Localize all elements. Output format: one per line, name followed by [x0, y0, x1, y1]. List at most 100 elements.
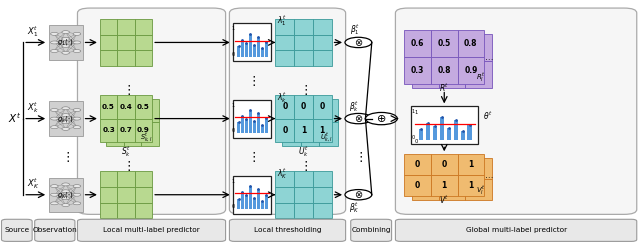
Bar [141, 122, 159, 145]
Bar [237, 199, 240, 209]
Text: $\ldots$: $\ldots$ [484, 53, 494, 62]
Circle shape [51, 126, 58, 129]
Bar [49, 25, 83, 60]
Circle shape [62, 183, 70, 186]
Circle shape [51, 202, 58, 205]
Bar [117, 35, 134, 50]
Text: $\otimes$: $\otimes$ [354, 113, 363, 124]
Bar [232, 176, 271, 214]
Bar [117, 19, 134, 35]
Circle shape [51, 117, 58, 120]
Bar [134, 35, 152, 50]
Bar [265, 42, 268, 57]
Circle shape [51, 41, 58, 44]
Circle shape [73, 117, 81, 120]
Bar [458, 57, 484, 84]
Text: 1: 1 [442, 181, 447, 190]
Circle shape [51, 108, 58, 111]
Bar [261, 124, 264, 133]
Bar [438, 158, 465, 179]
Text: $g_k(\cdot)$: $g_k(\cdot)$ [58, 114, 74, 124]
Text: $\vdots$: $\vdots$ [247, 150, 256, 164]
Bar [458, 175, 484, 196]
Bar [117, 50, 134, 66]
Text: Combining: Combining [351, 227, 391, 233]
Text: 0: 0 [232, 128, 235, 133]
Bar [253, 122, 256, 133]
Bar [313, 35, 332, 50]
Bar [458, 30, 484, 57]
FancyBboxPatch shape [351, 219, 392, 241]
Bar [294, 95, 313, 119]
Circle shape [73, 193, 81, 196]
Bar [275, 19, 294, 35]
Circle shape [62, 44, 70, 47]
Text: $X_k^t$: $X_k^t$ [27, 100, 38, 115]
Bar [275, 95, 294, 119]
Text: $U_{k,l}^t$: $U_{k,l}^t$ [320, 130, 333, 143]
Bar [117, 187, 134, 203]
Bar [465, 158, 492, 179]
Bar [313, 119, 332, 142]
Circle shape [62, 190, 70, 193]
Bar [106, 99, 124, 122]
Text: 0: 0 [232, 204, 235, 209]
Bar [261, 48, 264, 57]
Text: 1: 1 [232, 103, 235, 108]
Circle shape [51, 185, 58, 188]
Bar [261, 201, 264, 209]
Circle shape [365, 112, 397, 125]
Bar [106, 122, 124, 145]
Bar [237, 123, 240, 133]
Text: $\lambda_1^t$: $\lambda_1^t$ [278, 14, 287, 28]
Bar [465, 61, 492, 88]
Text: $\beta_K^t$: $\beta_K^t$ [349, 200, 360, 215]
Bar [282, 122, 301, 145]
Bar [100, 187, 117, 203]
Bar [313, 19, 332, 35]
Bar [257, 113, 260, 133]
Bar [241, 40, 244, 57]
Text: 1: 1 [232, 26, 235, 31]
Bar [245, 195, 248, 209]
Circle shape [73, 202, 81, 205]
Bar [412, 34, 438, 61]
Text: 0: 0 [301, 103, 306, 111]
Bar [313, 203, 332, 218]
Bar [117, 95, 134, 119]
Bar [411, 106, 478, 144]
Text: 0.4: 0.4 [120, 104, 132, 110]
Circle shape [73, 126, 81, 129]
Text: 0.9: 0.9 [137, 127, 150, 133]
Text: 0: 0 [415, 160, 420, 169]
Bar [294, 203, 313, 218]
Bar [282, 99, 301, 122]
Text: 0.5: 0.5 [137, 104, 150, 110]
Text: 0: 0 [282, 103, 287, 111]
Text: 0: 0 [232, 52, 235, 57]
Bar [465, 179, 492, 200]
Bar [265, 118, 268, 133]
Bar [275, 187, 294, 203]
Bar [49, 178, 83, 212]
Text: $\lambda_K^t$: $\lambda_K^t$ [277, 166, 288, 181]
Bar [313, 171, 332, 187]
Bar [245, 119, 248, 133]
Bar [249, 34, 252, 57]
Bar [275, 35, 294, 50]
Text: Observation: Observation [33, 227, 77, 233]
Text: $\lambda_k^t$: $\lambda_k^t$ [277, 90, 287, 104]
Text: $\vdots$: $\vdots$ [299, 160, 308, 173]
Circle shape [73, 50, 81, 53]
Bar [49, 102, 83, 136]
FancyBboxPatch shape [77, 219, 225, 241]
Bar [100, 171, 117, 187]
Bar [100, 50, 117, 66]
Text: 1: 1 [232, 179, 235, 184]
Circle shape [51, 193, 58, 196]
FancyBboxPatch shape [1, 219, 32, 241]
Bar [141, 99, 159, 122]
Bar [237, 46, 240, 57]
Bar [465, 34, 492, 61]
Circle shape [51, 32, 58, 35]
